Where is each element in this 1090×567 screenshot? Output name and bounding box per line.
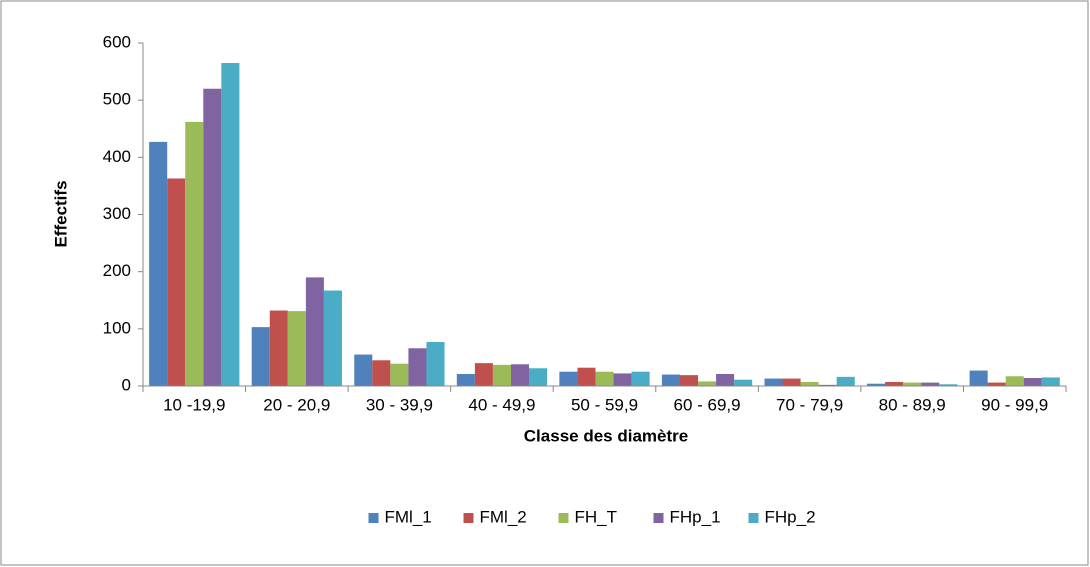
y-axis-title: Effectifs xyxy=(51,180,70,247)
bar xyxy=(529,368,548,386)
y-tick-label: 500 xyxy=(103,90,131,109)
legend-swatch xyxy=(463,513,474,523)
bar xyxy=(203,88,222,386)
bar xyxy=(1005,376,1024,386)
x-tick-label: 60 - 69,9 xyxy=(674,395,741,414)
legend-label: FHp_1 xyxy=(670,507,721,526)
bar xyxy=(251,327,270,386)
bar xyxy=(903,382,922,386)
bar xyxy=(426,341,445,386)
bar xyxy=(269,310,288,386)
bar xyxy=(939,384,958,386)
y-tick-label: 100 xyxy=(103,318,131,337)
bar xyxy=(474,363,493,386)
bar xyxy=(800,381,819,386)
bar xyxy=(408,348,427,386)
bar xyxy=(885,381,904,386)
bar xyxy=(305,277,324,386)
bar xyxy=(167,178,186,386)
bar xyxy=(716,373,735,386)
bar xyxy=(1041,377,1060,386)
y-tick-label: 200 xyxy=(103,261,131,280)
bar xyxy=(323,290,342,386)
x-tick-label: 40 - 49,9 xyxy=(468,395,535,414)
bar xyxy=(287,311,306,386)
legend-swatch xyxy=(653,513,664,523)
bar xyxy=(221,63,240,387)
bar xyxy=(921,382,940,386)
bar xyxy=(456,373,475,386)
bar xyxy=(969,370,988,386)
bar xyxy=(1023,377,1042,386)
y-tick-label: 300 xyxy=(103,204,131,223)
bar xyxy=(613,373,632,386)
x-tick-label: 90 - 99,9 xyxy=(981,395,1048,414)
bar xyxy=(764,378,783,386)
bar xyxy=(818,384,837,386)
legend-label: FHp_2 xyxy=(765,507,816,526)
bar xyxy=(372,360,391,386)
x-tick-label: 20 - 20,9 xyxy=(263,395,330,414)
bar xyxy=(185,121,204,386)
bar xyxy=(577,367,596,386)
y-tick-label: 600 xyxy=(103,32,131,51)
legend-label: FMl_1 xyxy=(385,507,432,526)
bar xyxy=(354,354,373,386)
bar xyxy=(734,379,753,386)
legend-swatch xyxy=(368,513,379,523)
legend-label: FH_T xyxy=(575,507,618,526)
x-tick-label: 10 -19,9 xyxy=(163,395,225,414)
y-tick-label: 0 xyxy=(122,375,131,394)
x-tick-label: 30 - 39,9 xyxy=(366,395,433,414)
bar xyxy=(987,382,1006,386)
bar xyxy=(631,371,650,386)
x-axis-title: Classe des diamètre xyxy=(524,426,688,445)
legend-swatch xyxy=(748,513,759,523)
bar xyxy=(698,381,717,386)
legend-label: FMl_2 xyxy=(480,507,527,526)
bar xyxy=(867,383,886,386)
bar xyxy=(661,374,680,386)
bar xyxy=(782,378,801,386)
bar xyxy=(559,371,578,386)
bar xyxy=(836,376,855,386)
x-tick-label: 80 - 89,9 xyxy=(879,395,946,414)
bar xyxy=(492,364,511,386)
bar xyxy=(390,363,409,386)
bar xyxy=(510,364,530,386)
bar xyxy=(149,141,168,386)
bar xyxy=(679,375,699,386)
x-tick-label: 50 - 59,9 xyxy=(571,395,638,414)
bar xyxy=(595,371,614,386)
y-tick-label: 400 xyxy=(103,147,131,166)
x-tick-label: 70 - 79,9 xyxy=(776,395,843,414)
legend-swatch xyxy=(558,513,569,523)
